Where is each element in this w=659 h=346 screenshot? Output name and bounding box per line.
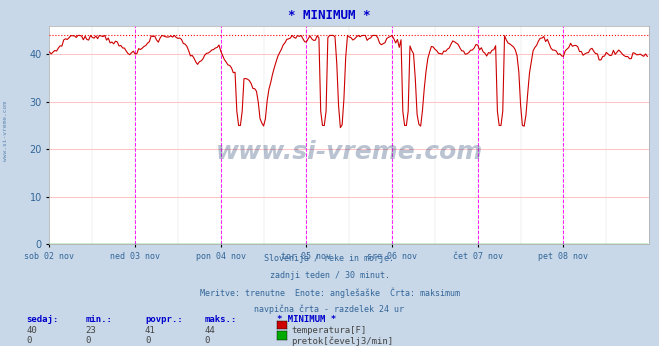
Text: 0: 0	[86, 336, 91, 345]
Text: pretok[čevelj3/min]: pretok[čevelj3/min]	[291, 336, 393, 346]
Text: 40: 40	[26, 326, 37, 335]
Text: www.si-vreme.com: www.si-vreme.com	[3, 101, 8, 162]
Text: Slovenija / reke in morje.: Slovenija / reke in morje.	[264, 254, 395, 263]
Text: 0: 0	[145, 336, 150, 345]
Text: 0: 0	[26, 336, 32, 345]
Text: 41: 41	[145, 326, 156, 335]
Text: Meritve: trenutne  Enote: anglešaške  Črta: maksimum: Meritve: trenutne Enote: anglešaške Črta…	[200, 288, 459, 298]
Text: sedaj:: sedaj:	[26, 315, 59, 324]
Text: * MINIMUM *: * MINIMUM *	[277, 315, 336, 324]
Text: maks.:: maks.:	[204, 315, 237, 324]
Text: navpična črta - razdelek 24 ur: navpična črta - razdelek 24 ur	[254, 304, 405, 313]
Text: 44: 44	[204, 326, 215, 335]
Text: zadnji teden / 30 minut.: zadnji teden / 30 minut.	[270, 271, 389, 280]
Text: temperatura[F]: temperatura[F]	[291, 326, 366, 335]
Text: povpr.:: povpr.:	[145, 315, 183, 324]
Text: min.:: min.:	[86, 315, 113, 324]
Text: 0: 0	[204, 336, 210, 345]
Text: * MINIMUM *: * MINIMUM *	[288, 9, 371, 22]
Text: 23: 23	[86, 326, 96, 335]
Text: www.si-vreme.com: www.si-vreme.com	[215, 140, 483, 164]
